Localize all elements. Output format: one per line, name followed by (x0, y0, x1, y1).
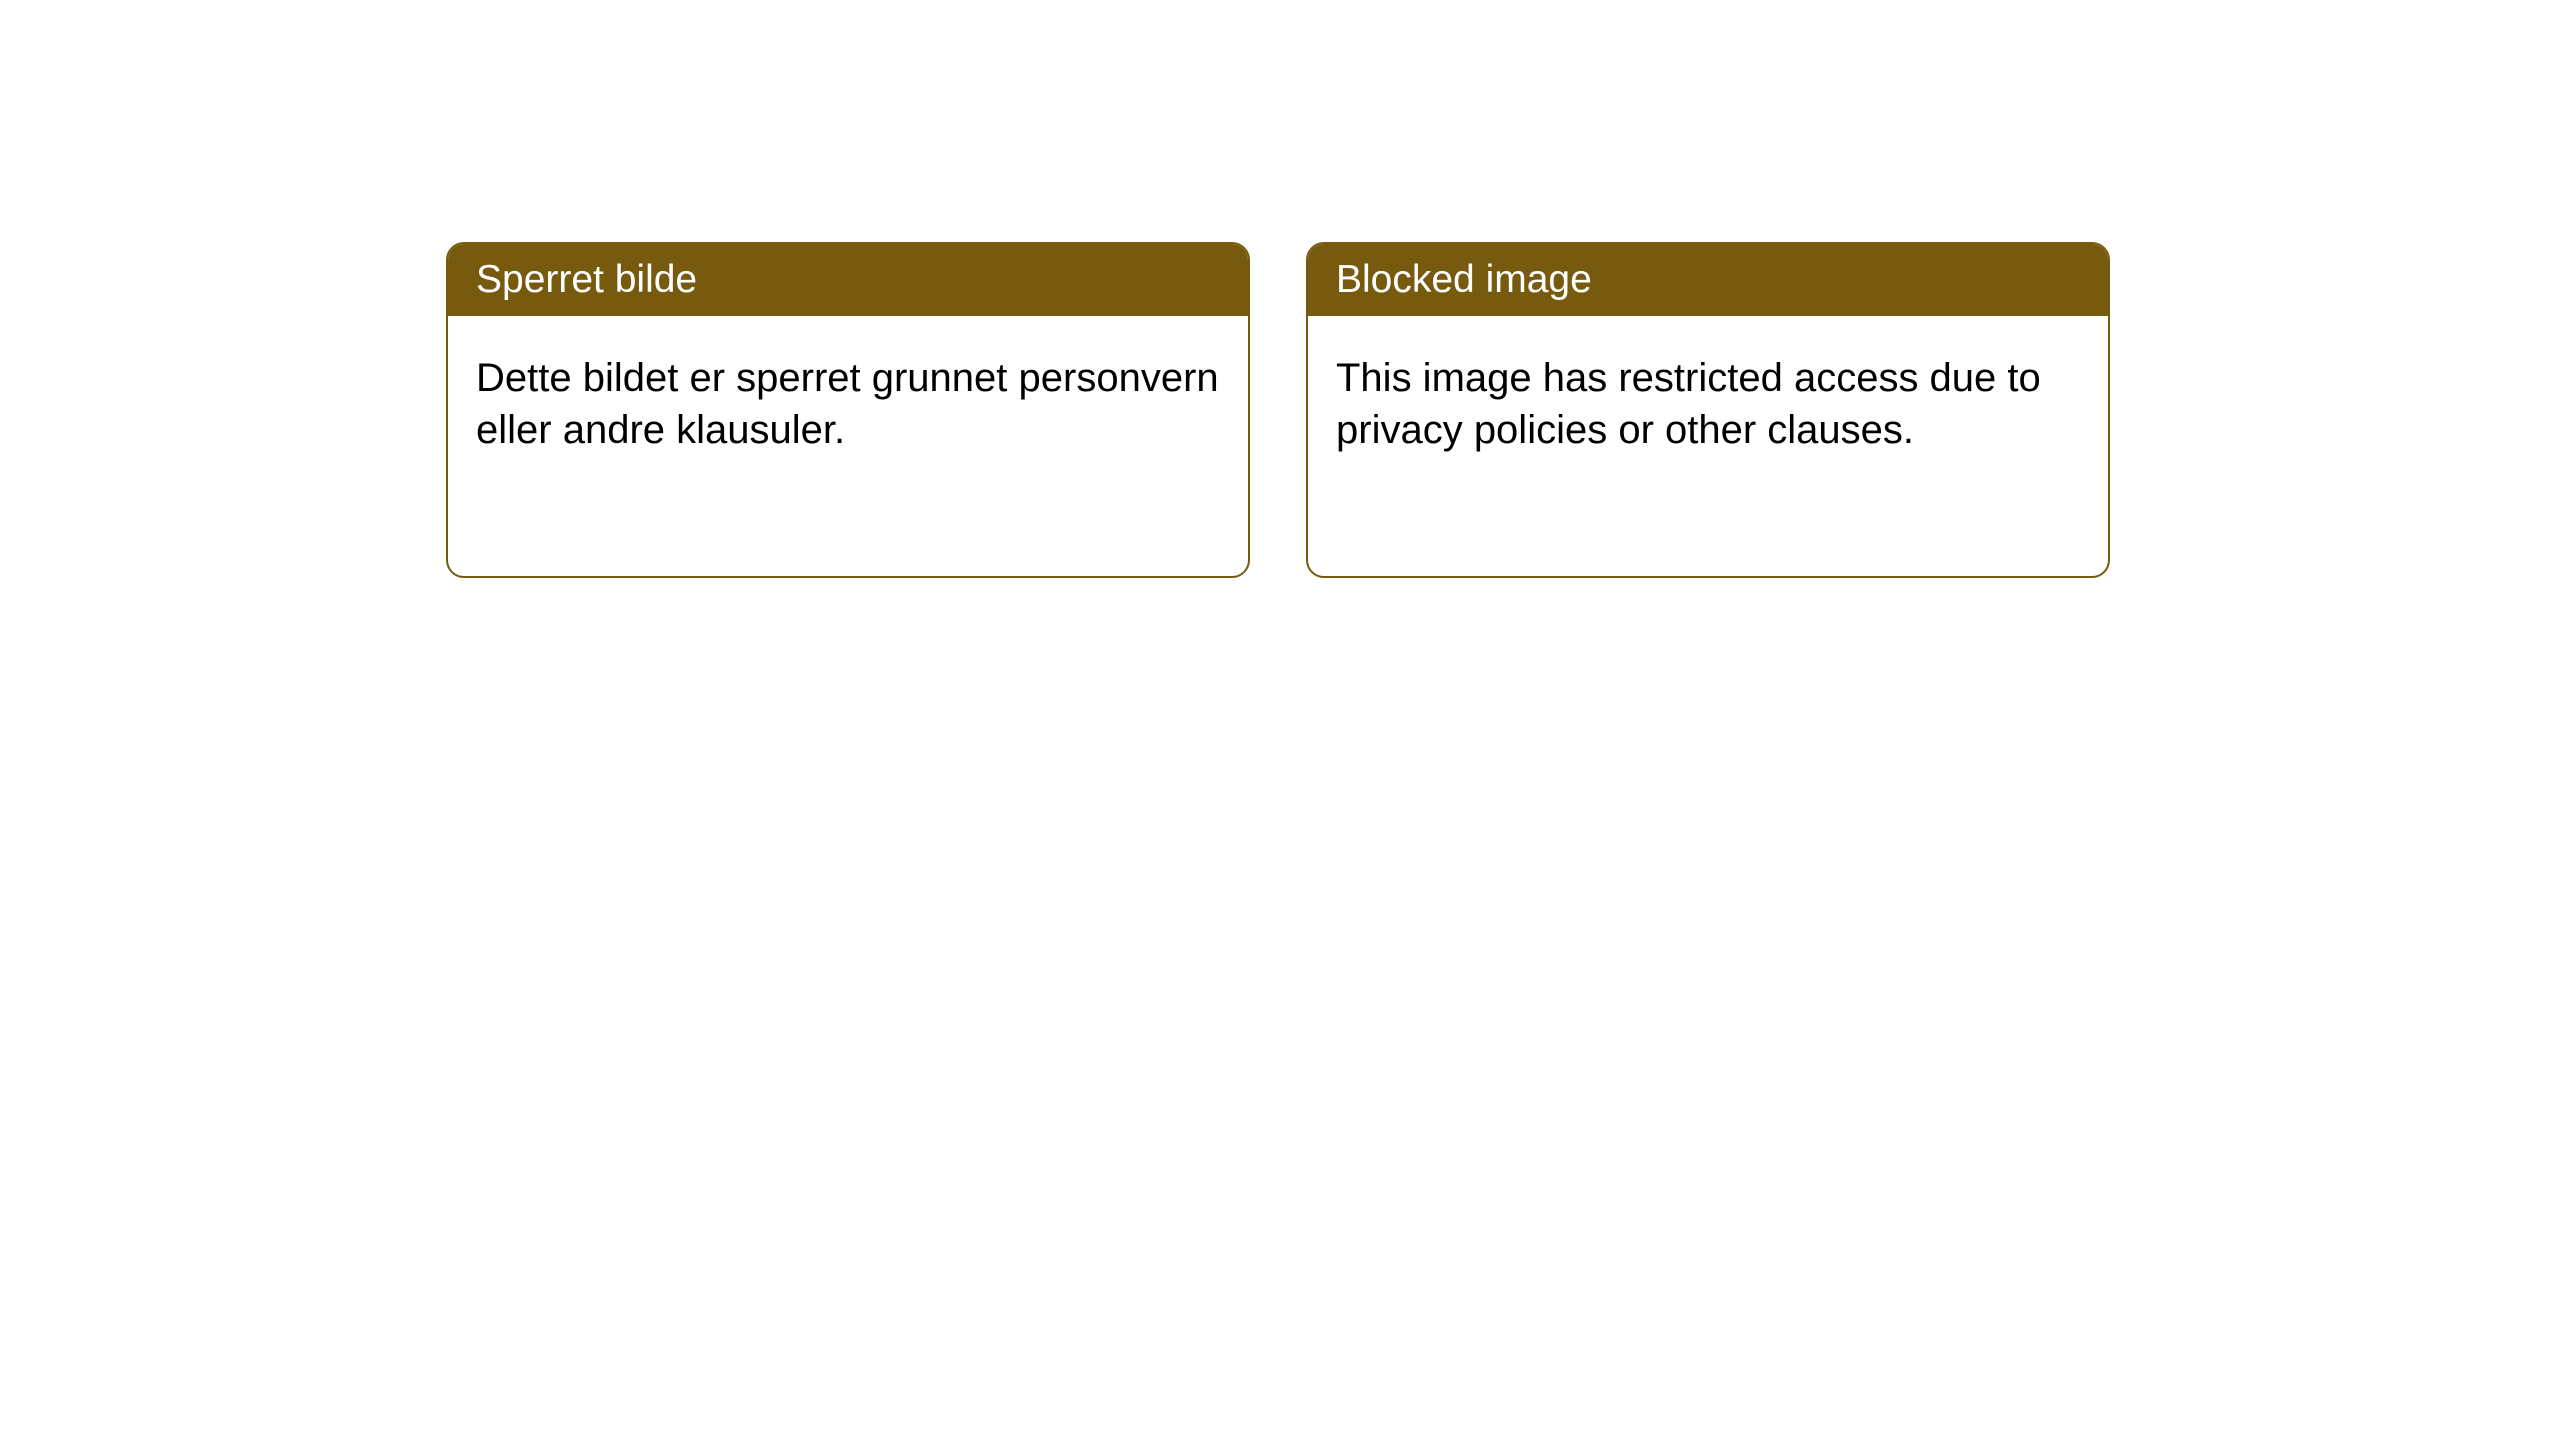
blocked-image-card-en: Blocked image This image has restricted … (1306, 242, 2110, 578)
card-body-en: This image has restricted access due to … (1308, 316, 2108, 492)
card-title-en: Blocked image (1336, 258, 1592, 301)
notice-container: Sperret bilde Dette bildet er sperret gr… (0, 0, 2560, 578)
card-header-en: Blocked image (1308, 244, 2108, 316)
card-body-no: Dette bildet er sperret grunnet personve… (448, 316, 1248, 492)
card-message-en: This image has restricted access due to … (1336, 356, 2041, 452)
card-header-no: Sperret bilde (448, 244, 1248, 316)
card-title-no: Sperret bilde (476, 258, 697, 301)
blocked-image-card-no: Sperret bilde Dette bildet er sperret gr… (446, 242, 1250, 578)
card-message-no: Dette bildet er sperret grunnet personve… (476, 356, 1219, 452)
